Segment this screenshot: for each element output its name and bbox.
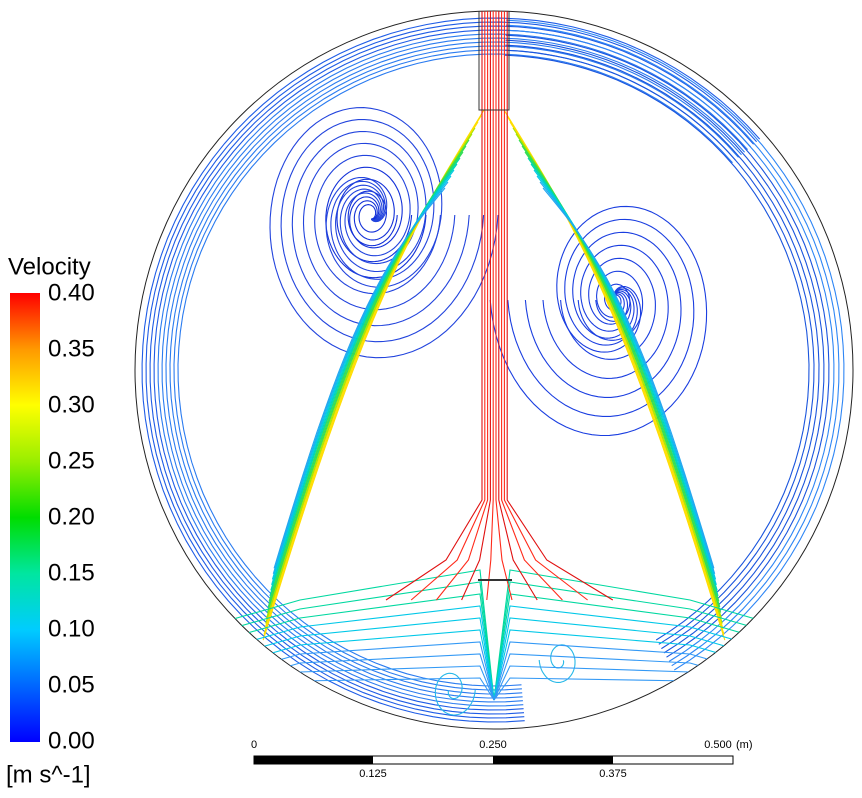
streamline [141,17,761,723]
streamline [410,11,486,601]
streamlines [141,11,845,723]
streamline [507,218,695,417]
streamline [145,21,758,719]
streamline [161,37,746,703]
streamline [505,29,835,662]
streamline [291,130,470,327]
streamline [503,11,588,601]
scale-label: 0.375 [599,768,627,780]
streamline [273,187,446,569]
streamline [385,11,483,601]
streamline [271,175,452,580]
legend-unit: [m s^-1] [6,761,91,788]
legend-tick-label: 0.20 [48,503,95,530]
streamline [489,205,708,437]
scale-label: 0.250 [479,739,507,751]
legend-tick-label: 0.00 [48,727,95,754]
scale-unit: (m) [736,739,753,751]
legend-tick-label: 0.30 [48,391,95,418]
streamline [506,11,614,601]
scale-bar-segment [493,756,613,764]
streamline [325,166,427,279]
streamline [157,33,749,707]
streamline [165,41,742,699]
streamline [505,44,820,650]
streamline [542,244,669,379]
scale-bar: 0 0.250 0.500 (m) 0.125 0.375 [251,739,753,780]
colorbar [10,293,40,742]
legend-ticks: 0.40 0.35 0.30 0.25 0.20 0.15 0.10 0.05 0.00 [48,279,95,754]
legend-tick-label: 0.05 [48,671,95,698]
streamline [435,11,489,601]
legend-tick-label: 0.25 [48,447,95,474]
streamline [280,119,485,343]
streamline [461,11,491,601]
streamline [314,154,441,295]
streamline [177,53,733,687]
scale-label: 0.125 [359,768,387,780]
scale-bar-segment [254,756,373,764]
scale-label: 0.500 [704,739,732,751]
streamline [505,39,825,654]
streamline [498,11,538,601]
streamline [434,672,476,716]
legend-tick-label: 0.15 [48,559,95,586]
streamline [269,107,499,359]
streamline [536,175,717,580]
scale-label: 0 [251,739,257,751]
legend-tick-label: 0.10 [48,615,95,642]
streamline [506,19,845,671]
streamline [505,34,830,658]
legend-tick-label: 0.40 [48,279,95,306]
streamline [542,187,715,569]
streamline [505,49,815,645]
streamline [149,25,755,715]
streamline [504,54,810,641]
streamline [501,11,563,601]
streamline [524,231,682,398]
streamline [505,24,840,667]
streamline [336,178,413,263]
legend-tick-label: 0.35 [48,335,95,362]
streamline [169,45,739,695]
legend-title: Velocity [8,253,91,280]
inlet-pipe [478,11,510,111]
domain-boundary [134,10,854,730]
